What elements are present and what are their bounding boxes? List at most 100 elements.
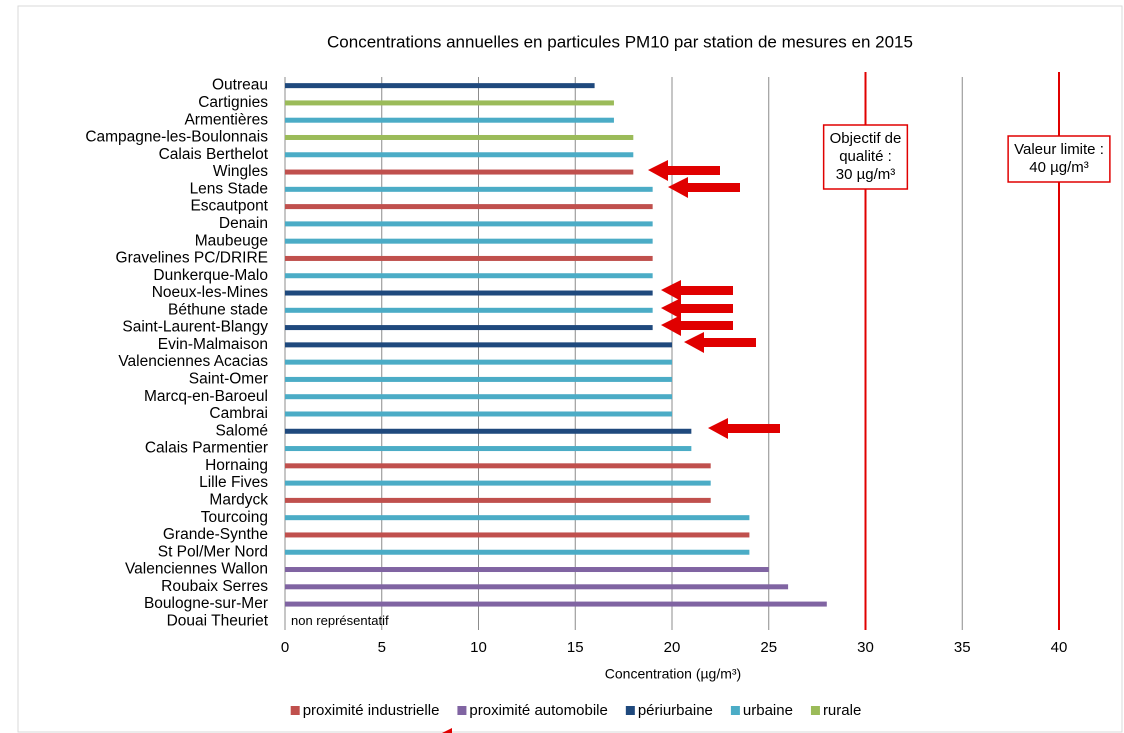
bar <box>285 411 672 417</box>
bar <box>285 394 672 400</box>
x-tick-label: 5 <box>378 639 386 656</box>
arrow <box>668 177 740 198</box>
x-tick-label: 10 <box>470 639 487 656</box>
arrow <box>684 332 756 353</box>
annotation-text: Valeur limite : <box>1014 141 1104 158</box>
bar <box>285 376 672 382</box>
x-tick-label: 0 <box>281 639 289 656</box>
legend-swatch <box>730 706 740 715</box>
arrow <box>661 280 733 301</box>
bar <box>285 273 653 279</box>
x-axis-label: Concentration (µg/m³) <box>605 666 741 682</box>
y-tick-label: Tourcoing <box>201 509 268 526</box>
x-tick-label: 25 <box>760 639 777 656</box>
bar <box>285 359 672 365</box>
note: non représentatif <box>291 613 389 628</box>
y-tick-label: Douai Theuriet <box>167 612 269 629</box>
x-tick-label: 40 <box>1051 639 1068 656</box>
legend-swatch <box>810 706 820 715</box>
y-tick-label: Cartignies <box>198 94 268 111</box>
bar <box>285 83 595 89</box>
bar <box>285 325 653 331</box>
y-tick-label: Mardyck <box>209 491 268 508</box>
bar <box>285 238 653 244</box>
y-tick-label: Saint-Laurent-Blangy <box>122 319 268 336</box>
arrow <box>661 315 733 336</box>
y-tick-label: Evin-Malmaison <box>158 336 268 353</box>
annotation-text: 40 µg/m³ <box>1029 159 1089 176</box>
y-tick-label: Noeux-les-Mines <box>152 284 269 301</box>
bar <box>285 601 827 607</box>
bar <box>285 515 750 521</box>
y-tick-label: Lens Stade <box>190 180 268 197</box>
bar <box>285 221 653 227</box>
x-tick-label: 20 <box>664 639 681 656</box>
y-tick-label: Boulogne-sur-Mer <box>144 595 268 612</box>
y-tick-label: Wingles <box>213 163 268 180</box>
legend-swatch <box>290 706 300 715</box>
y-tick-label: Salomé <box>215 422 268 439</box>
bar <box>285 463 711 469</box>
arrows <box>442 160 780 733</box>
y-tick-label: Lille Fives <box>199 474 268 491</box>
bar <box>285 497 711 503</box>
bar <box>285 584 789 590</box>
y-tick-label: Saint-Omer <box>189 371 268 388</box>
annotation-box <box>1007 135 1111 183</box>
bar <box>285 169 634 175</box>
bar <box>285 290 653 296</box>
y-tick-label: St Pol/Mer Nord <box>158 543 268 560</box>
bar <box>285 342 672 348</box>
arrow <box>648 160 720 181</box>
arrow <box>708 418 780 439</box>
bar <box>285 549 750 555</box>
bar <box>285 446 692 452</box>
legend-swatch <box>625 706 635 715</box>
legend-label: proximité automobile <box>469 702 607 719</box>
legend-label: proximité industrielle <box>303 702 440 719</box>
bar <box>285 117 614 123</box>
legend-label: urbaine <box>743 702 793 719</box>
annotation-box <box>822 124 909 190</box>
bar <box>285 428 692 434</box>
y-tick-label: Calais Berthelot <box>159 146 269 163</box>
x-tick-label: 30 <box>857 639 874 656</box>
bar <box>285 567 769 573</box>
bar <box>285 307 653 313</box>
y-tick-label: Outreau <box>212 77 268 94</box>
chart-title: Concentrations annuelles en particules P… <box>327 32 913 51</box>
x-tick-label: 15 <box>567 639 584 656</box>
bar <box>285 134 634 140</box>
y-tick-label: Denain <box>219 215 268 232</box>
legend-label: rurale <box>823 702 861 719</box>
y-tick-label: Grande-Synthe <box>163 526 268 543</box>
y-tick-label: Gravelines PC/DRIRE <box>116 250 268 267</box>
bar <box>285 255 653 261</box>
annotation-text: qualité : <box>839 148 892 165</box>
annotation-text: 30 µg/m³ <box>836 166 896 183</box>
y-tick-label: Calais Parmentier <box>145 440 268 457</box>
arrow <box>661 298 733 319</box>
y-tick-label: Dunkerque-Malo <box>153 267 268 284</box>
y-tick-label: Campagne-les-Boulonnais <box>85 129 268 146</box>
x-tick-label: 35 <box>954 639 971 656</box>
y-tick-label: Valenciennes Acacias <box>118 353 268 370</box>
bar <box>285 480 711 486</box>
bar <box>285 532 750 538</box>
legend-label: périurbaine <box>638 702 713 719</box>
y-tick-label: Maubeuge <box>195 232 268 249</box>
bar <box>285 204 653 210</box>
y-tick-label: Escautpont <box>190 198 268 215</box>
y-tick-label: Hornaing <box>205 457 268 474</box>
annotation-text: Objectif de <box>830 130 902 147</box>
y-tick-label: Valenciennes Wallon <box>125 561 268 578</box>
y-tick-label: Cambrai <box>209 405 268 422</box>
bar <box>285 186 653 192</box>
y-tick-label: Armentières <box>184 111 268 128</box>
legend-swatch <box>457 706 467 715</box>
chart-frame <box>17 5 1123 733</box>
bar <box>285 152 634 158</box>
y-tick-label: Béthune stade <box>168 301 268 318</box>
y-tick-label: Roubaix Serres <box>161 578 268 595</box>
